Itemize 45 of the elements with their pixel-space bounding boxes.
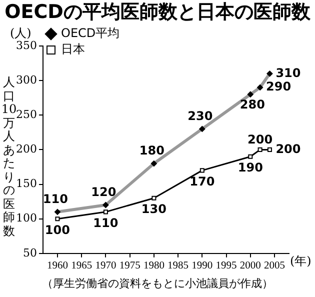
point (258, 147, 262, 152)
data-label: 200 (276, 142, 301, 156)
data-label: 280 (240, 98, 265, 112)
point (200, 168, 204, 173)
data-label: 190 (238, 160, 263, 175)
legend-label: 日本 (60, 42, 85, 56)
text: (人) (10, 25, 32, 40)
data-label: 230 (188, 108, 213, 123)
y-tick-label: 150 (16, 177, 37, 190)
point (55, 216, 60, 222)
x-tick-label: 1995 (216, 260, 237, 272)
x-tick-label: 1980 (143, 260, 164, 272)
text: （厚生労働省の資料をもとに小池議員が作成） (41, 276, 274, 291)
legend-label: OECD平均 (60, 26, 120, 40)
y-tick-label: 350 (16, 38, 37, 52)
x-axis-title: (年) (290, 254, 312, 268)
point (152, 196, 156, 200)
data-label: 170 (190, 174, 215, 189)
data-label: 110 (93, 216, 118, 230)
x-tick-label: 2000 (240, 260, 261, 272)
x-tick-label: 2005 (264, 260, 286, 272)
y-tick-label: 250 (16, 108, 37, 121)
x-tick-label: 1970 (95, 260, 116, 272)
point (103, 210, 108, 214)
data-label: 290 (266, 80, 292, 94)
data-label: 120 (91, 185, 116, 200)
y-tick-label: 300 (16, 73, 37, 86)
data-label: 130 (141, 202, 166, 216)
data-label: 100 (44, 222, 70, 237)
y-tick-label: 100 (16, 212, 37, 225)
x-tick-label: 1965 (71, 260, 92, 272)
data-label: 180 (139, 144, 164, 158)
data-label: 110 (42, 192, 68, 206)
point (248, 154, 253, 159)
x-tick-label: 1990 (192, 260, 213, 272)
data-label: 200 (248, 132, 273, 147)
y-tick-label: 50 (22, 246, 37, 260)
data-label: 310 (276, 66, 301, 80)
x-tick-label: 1960 (46, 260, 68, 272)
point (267, 147, 272, 152)
x-tick-label: 1985 (168, 260, 189, 272)
chart-title: OECDの平均医師数と日本の医師数 (4, 0, 312, 24)
text: 人口10万人あたりの医師数 (1, 75, 17, 238)
x-tick-label: 1975 (119, 260, 140, 272)
y-tick-label: 200 (16, 142, 37, 156)
